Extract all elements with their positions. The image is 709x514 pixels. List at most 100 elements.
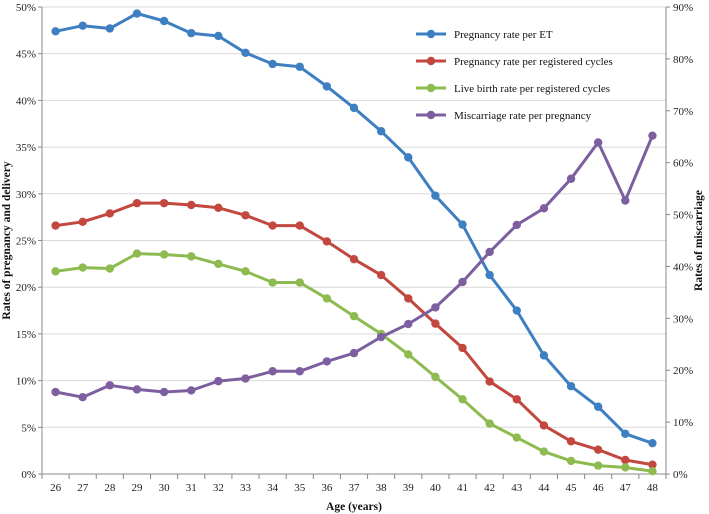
data-point <box>593 138 603 147</box>
left-tick-label: 10% <box>16 376 36 388</box>
data-point <box>132 198 142 208</box>
data-point <box>539 204 549 213</box>
x-tick-label: 31 <box>186 482 197 494</box>
x-axis-title: Age (years) <box>326 501 382 513</box>
data-point <box>485 247 494 257</box>
data-point <box>214 259 223 269</box>
data-point <box>458 277 467 287</box>
data-point <box>648 438 657 448</box>
legend-label: Miscarriage rate per pregnancy <box>454 110 592 122</box>
series-4 <box>51 131 657 402</box>
data-point <box>404 319 413 329</box>
data-point <box>566 456 576 466</box>
left-tick-label: 20% <box>16 282 36 294</box>
legend-label: Pregnancy rate per registered cycles <box>454 56 613 68</box>
series-line <box>55 12 653 445</box>
data-point <box>431 372 440 382</box>
right-tick-label: 40% <box>673 261 693 273</box>
data-point <box>295 278 304 287</box>
x-tick-label: 38 <box>376 482 388 494</box>
data-point <box>51 387 60 397</box>
x-tick-label: 28 <box>104 482 116 494</box>
right-tick-label: 20% <box>673 365 693 377</box>
data-point <box>404 350 413 359</box>
x-tick-label: 30 <box>159 482 171 494</box>
data-point <box>458 220 467 229</box>
data-point <box>376 332 386 342</box>
data-point <box>159 250 169 259</box>
data-point <box>322 357 332 366</box>
x-tick-label: 32 <box>213 482 224 494</box>
data-point <box>268 278 277 287</box>
right-tick-label: 70% <box>673 106 693 118</box>
legend-swatch-marker <box>426 29 436 39</box>
x-tick-label: 47 <box>620 482 632 494</box>
right-tick-label: 60% <box>673 158 693 170</box>
data-point <box>322 237 332 246</box>
left-tick-label: 15% <box>16 329 36 341</box>
left-tick-label: 5% <box>21 422 36 434</box>
x-tick-label: 35 <box>294 482 306 494</box>
data-point <box>51 267 60 276</box>
right-tick-label: 50% <box>673 210 693 222</box>
left-tick-label: 25% <box>16 236 36 248</box>
data-point <box>621 429 630 439</box>
x-tick-label: 45 <box>566 482 578 494</box>
data-point <box>159 387 169 397</box>
data-point <box>187 252 196 261</box>
x-tick-label: 48 <box>647 482 659 494</box>
right-tick-label: 10% <box>673 417 693 429</box>
data-point <box>105 381 115 390</box>
x-tick-label: 40 <box>430 482 442 494</box>
data-point <box>621 463 630 472</box>
x-tick-label: 41 <box>457 482 468 494</box>
data-point <box>105 24 115 33</box>
x-tick-label: 42 <box>484 482 495 494</box>
data-point <box>648 131 657 140</box>
data-point <box>295 62 304 71</box>
data-point <box>268 367 277 376</box>
data-point <box>512 395 521 404</box>
left-axis-title: Rates of pregnancy and delivery <box>1 161 13 319</box>
data-point <box>322 82 332 91</box>
data-point <box>566 437 576 446</box>
data-point <box>512 433 521 442</box>
x-tick-label: 33 <box>240 482 252 494</box>
left-tick-label: 40% <box>16 95 36 107</box>
data-point <box>404 294 413 303</box>
data-point <box>593 402 603 411</box>
data-point <box>214 376 223 386</box>
data-point <box>485 270 494 280</box>
series-1 <box>51 9 657 448</box>
data-point <box>295 367 304 376</box>
right-tick-label: 80% <box>673 54 693 66</box>
x-tick-label: 27 <box>77 482 89 494</box>
data-point <box>322 294 332 303</box>
x-tick-label: 39 <box>403 482 415 494</box>
data-point <box>593 445 603 454</box>
data-point <box>349 311 359 321</box>
data-point <box>78 263 87 272</box>
right-axis-title: Rates of miscarriage <box>693 190 705 291</box>
data-point <box>512 306 521 315</box>
data-point <box>512 220 521 230</box>
data-point <box>376 127 386 136</box>
data-point <box>458 343 467 353</box>
data-point <box>458 395 467 404</box>
data-point <box>621 455 630 465</box>
legend-item: Pregnancy rate per registered cycles <box>416 56 613 68</box>
data-point <box>214 31 223 41</box>
data-point <box>349 103 359 113</box>
data-point <box>159 198 169 208</box>
x-tick-label: 43 <box>511 482 523 494</box>
data-point <box>539 351 549 360</box>
legend-swatch-marker <box>426 56 436 66</box>
right-tick-label: 90% <box>673 2 693 14</box>
series-layer <box>51 9 657 476</box>
legend-item: Live birth rate per registered cycles <box>416 83 610 95</box>
data-point <box>78 393 87 402</box>
data-point <box>539 421 549 430</box>
x-tick-label: 46 <box>593 482 605 494</box>
